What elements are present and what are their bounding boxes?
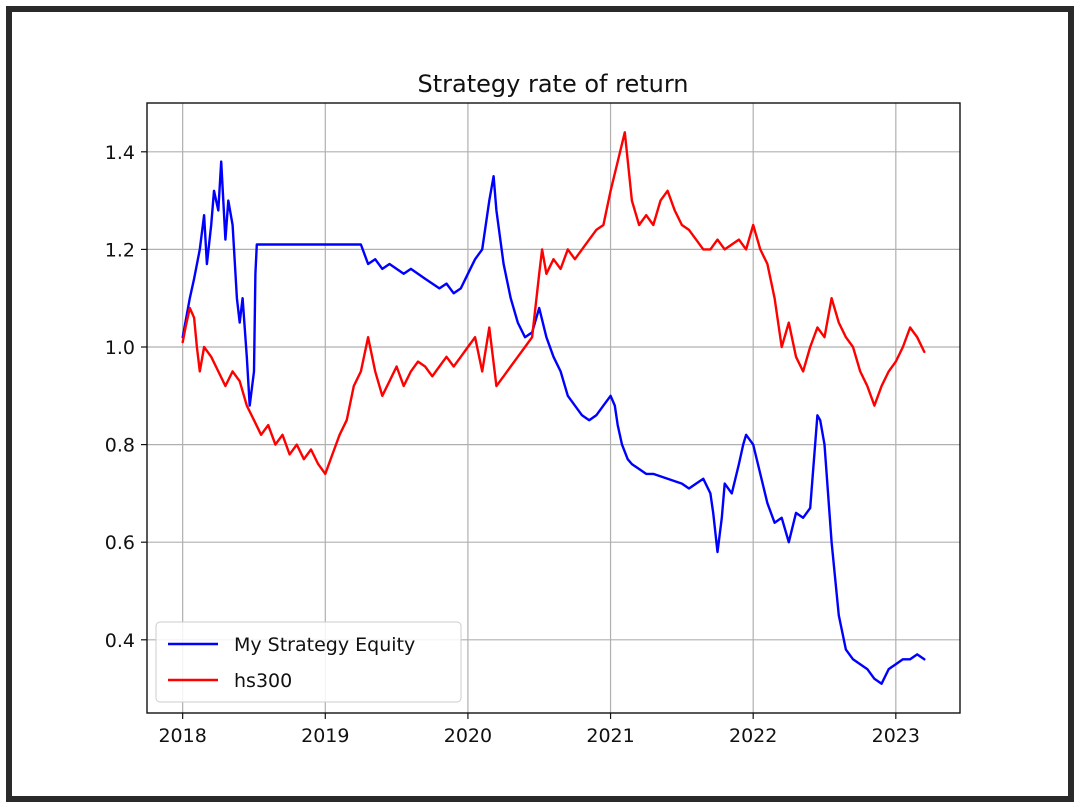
x-tick-label: 2018 bbox=[158, 725, 206, 747]
series-lines bbox=[181, 131, 926, 685]
y-tick-label: 1.2 bbox=[105, 239, 135, 261]
legend-box bbox=[155, 621, 462, 703]
legend: My Strategy Equity hs300 bbox=[155, 621, 462, 703]
series-line-hs300 bbox=[181, 131, 926, 476]
x-tick-label: 2019 bbox=[301, 725, 349, 747]
plot-area bbox=[146, 102, 961, 714]
series-line-strategy bbox=[181, 160, 926, 685]
y-axis: 0.4 0.6 0.8 1.0 1.2 1.4 bbox=[105, 142, 147, 652]
grid bbox=[147, 103, 960, 713]
chart-title: Strategy rate of return bbox=[418, 70, 689, 98]
y-tick-label: 0.6 bbox=[105, 532, 135, 554]
x-tick-label: 2021 bbox=[586, 725, 634, 747]
legend-label-hs300: hs300 bbox=[234, 670, 292, 692]
y-tick-label: 1.4 bbox=[105, 142, 135, 164]
x-tick-label: 2023 bbox=[872, 725, 920, 747]
y-tick-label: 0.8 bbox=[105, 435, 135, 457]
x-axis: 2018 2019 2020 2021 2022 2023 bbox=[158, 713, 920, 747]
legend-label-strategy: My Strategy Equity bbox=[234, 634, 415, 656]
x-tick-label: 2022 bbox=[729, 725, 777, 747]
y-tick-label: 0.4 bbox=[105, 630, 135, 652]
y-tick-label: 1.0 bbox=[105, 337, 135, 359]
x-tick-label: 2020 bbox=[444, 725, 492, 747]
